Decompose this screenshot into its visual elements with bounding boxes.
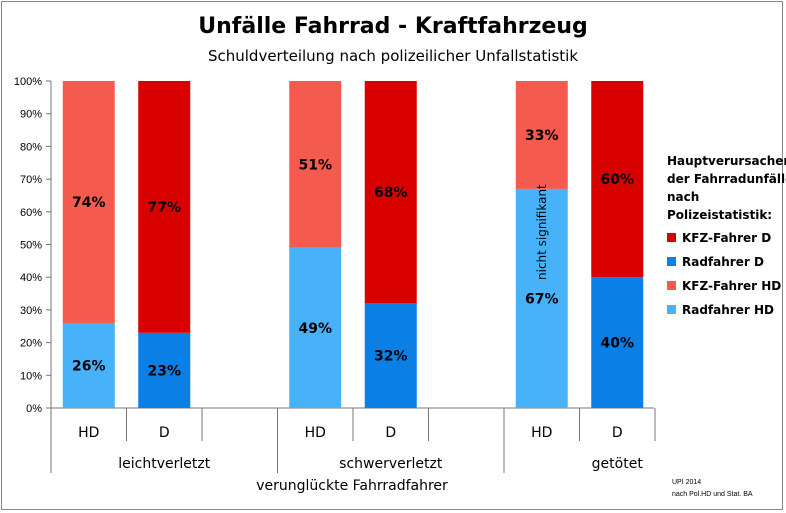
legend-entry: Radfahrer HD <box>682 303 774 317</box>
bar-segment-lower <box>364 303 417 408</box>
legend-swatch <box>667 257 676 266</box>
legend-swatch <box>667 281 676 290</box>
x-group-label: schwerverletzt <box>339 456 443 472</box>
data-label: 49% <box>298 321 332 337</box>
data-label: 33% <box>525 128 559 144</box>
x-category-label: HD <box>531 425 552 441</box>
x-group-label: leichtverletzt <box>118 456 210 472</box>
x-category-label: D <box>612 425 623 441</box>
chart-subtitle: Schuldverteilung nach polizeilicher Unfa… <box>208 47 578 65</box>
source-line-1: UPI 2014 <box>672 479 701 486</box>
x-category-label: HD <box>305 425 326 441</box>
legend-swatch <box>667 233 676 242</box>
bar-segment-lower <box>591 277 644 408</box>
y-tick-label: 20% <box>20 338 42 350</box>
data-label: 67% <box>525 291 559 307</box>
annotation-not-significant: nicht signifikant <box>535 184 549 280</box>
bar-segment-upper <box>62 81 115 323</box>
bar-segment-upper <box>138 81 191 333</box>
y-tick-label: 90% <box>20 109 42 121</box>
x-category-label: D <box>159 425 170 441</box>
y-tick-label: 0% <box>26 403 42 415</box>
data-label: 23% <box>147 363 181 379</box>
x-group-label: getötet <box>592 456 644 472</box>
data-label: 40% <box>600 336 634 352</box>
legend-title-line: der Fahrradunfälle <box>667 172 786 186</box>
x-category-label: HD <box>78 425 99 441</box>
data-label: 74% <box>72 195 106 211</box>
y-tick-label: 30% <box>20 305 42 317</box>
data-label: 77% <box>147 200 181 216</box>
bar-segment-upper <box>591 81 644 278</box>
y-tick-label: 60% <box>20 207 42 219</box>
source-note: UPI 2014 nach Pol.HD und Stat. BA <box>672 479 753 498</box>
legend-swatch <box>667 305 676 314</box>
y-tick-label: 10% <box>20 370 42 382</box>
bar-segment-lower <box>515 188 568 408</box>
data-label: 68% <box>374 185 408 201</box>
legend-title-line: Hauptverursacher <box>667 154 786 168</box>
data-label: 26% <box>72 358 106 374</box>
legend-entry: KFZ-Fahrer HD <box>682 279 781 293</box>
x-category-label: D <box>385 425 396 441</box>
legend-title-line: nach <box>667 190 699 204</box>
legend-entry: Radfahrer D <box>682 255 764 269</box>
data-label: 32% <box>374 349 408 365</box>
y-tick-label: 40% <box>20 272 42 284</box>
legend-title-line: Polizeistatistik: <box>667 208 772 222</box>
bar-segment-lower <box>289 247 342 408</box>
y-tick-label: 100% <box>14 76 42 88</box>
bar-segment-lower <box>62 322 115 408</box>
data-label: 60% <box>600 172 634 188</box>
legend-entry: KFZ-Fahrer D <box>682 231 771 245</box>
data-label: 51% <box>298 157 332 173</box>
y-tick-label: 80% <box>20 141 42 153</box>
bar-segment-upper <box>289 81 342 248</box>
x-axis-title: verunglückte Fahrradfahrer <box>256 478 448 494</box>
bar-segment-upper <box>515 81 568 189</box>
chart-title: Unfälle Fahrrad - Kraftfahrzeug <box>198 14 588 39</box>
bar-segment-upper <box>364 81 417 304</box>
source-line-2: nach Pol.HD und Stat. BA <box>672 491 753 498</box>
bar-segment-lower <box>138 332 191 408</box>
y-tick-label: 70% <box>20 174 42 186</box>
y-tick-label: 50% <box>20 240 42 252</box>
